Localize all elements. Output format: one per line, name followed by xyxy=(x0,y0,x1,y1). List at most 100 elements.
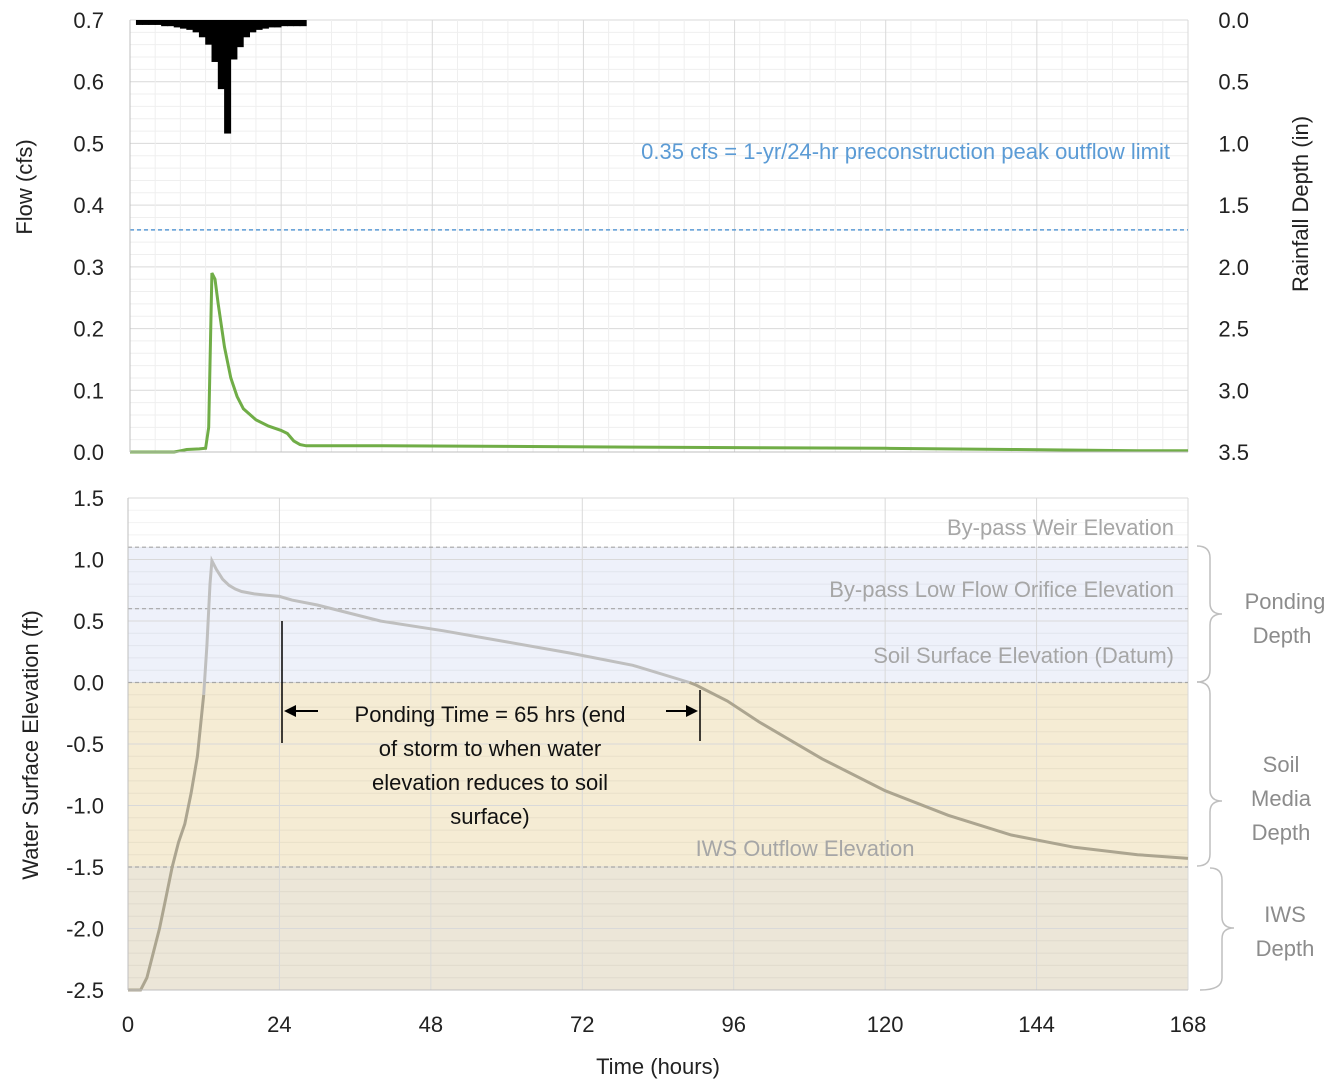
flow-tick-label: 0.1 xyxy=(73,378,104,403)
ponding-left-arrowhead xyxy=(284,705,296,717)
rainfall-bar xyxy=(268,20,276,28)
elevation-axis-title: Water Surface Elevation (ft) xyxy=(18,610,43,879)
ponding-depth-label-2: Depth xyxy=(1253,623,1312,648)
rainfall-tick-label: 1.5 xyxy=(1218,193,1249,218)
flow-series-line xyxy=(130,272,1188,454)
iws-depth-brace xyxy=(1199,867,1235,991)
iws-outflow-label: IWS Outflow Elevation xyxy=(696,836,915,861)
time-tick-label: 72 xyxy=(570,1012,594,1037)
rainfall-bar xyxy=(274,20,282,28)
rainfall-bar xyxy=(161,20,169,27)
flow-tick-label: 0.2 xyxy=(73,317,104,342)
elevation-zone xyxy=(128,547,1188,683)
rainfall-bar xyxy=(135,20,143,25)
depth-braces: Ponding Depth Soil Media Depth IWS Depth xyxy=(1196,545,1326,991)
time-tick-label: 144 xyxy=(1018,1012,1055,1037)
rainfall-tick-label: 0.5 xyxy=(1218,70,1249,95)
time-tick-label: 0 xyxy=(122,1012,134,1037)
elevation-tick-label: 0.0 xyxy=(73,671,104,696)
rainfall-bar xyxy=(255,20,263,30)
elevation-tick-label: 0.5 xyxy=(73,609,104,634)
rainfall-tick-label: 0.0 xyxy=(1218,8,1249,33)
rainfall-tick-label: 1.0 xyxy=(1218,131,1249,156)
flow-tick-label: 0.6 xyxy=(73,70,104,95)
flow-tick-label: 0.5 xyxy=(73,131,104,156)
rainfall-bar xyxy=(192,20,200,33)
rainfall-bars xyxy=(135,20,307,134)
time-tick-label: 24 xyxy=(267,1012,291,1037)
soil-media-depth-label-2: Media xyxy=(1251,786,1312,811)
rainfall-bar xyxy=(186,20,194,30)
elevation-line-ponded xyxy=(202,555,690,695)
rainfall-bar xyxy=(236,20,244,48)
elevation-tick-labels: -2.5 -2.0 -1.5 -1.0 -0.5 0.0 0.5 1.0 1.5 xyxy=(66,486,104,1003)
flow-tick-label: 0.0 xyxy=(73,440,104,465)
rainfall-bar xyxy=(205,20,213,45)
soil-media-depth-label-3: Depth xyxy=(1252,820,1311,845)
iws-depth-label-2: Depth xyxy=(1256,936,1315,961)
rainfall-tick-label: 2.0 xyxy=(1218,255,1249,280)
elevation-line-rising xyxy=(128,694,206,992)
elevation-tick-label: -1.5 xyxy=(66,855,104,880)
rainfall-bar xyxy=(224,20,232,134)
elevation-tick-label: -2.0 xyxy=(66,917,104,942)
time-tick-label: 48 xyxy=(419,1012,443,1037)
rainfall-bar xyxy=(211,20,219,62)
time-tick-label: 96 xyxy=(721,1012,745,1037)
rainfall-bar xyxy=(148,20,156,25)
bypass-weir-label: By-pass Weir Elevation xyxy=(947,515,1174,540)
rainfall-bar xyxy=(287,20,295,27)
soil-media-depth-brace xyxy=(1196,681,1223,867)
elevation-line-draining xyxy=(688,681,1189,860)
rainfall-bar xyxy=(167,20,175,27)
top-gridlines xyxy=(130,19,1189,452)
ponding-depth-brace xyxy=(1196,545,1223,683)
elevation-series xyxy=(128,555,1189,992)
flow-tick-label: 0.7 xyxy=(73,8,104,33)
rainfall-bar xyxy=(243,20,251,38)
rainfall-tick-labels: 0.0 0.5 1.0 1.5 2.0 2.5 3.0 3.5 xyxy=(1218,8,1249,465)
rainfall-tick-label: 3.5 xyxy=(1218,440,1249,465)
ponding-depth-label-1: Ponding xyxy=(1245,589,1326,614)
time-tick-labels: 0 24 48 72 96 120 144 168 xyxy=(122,1012,1206,1037)
elevation-tick-label: -2.5 xyxy=(66,978,104,1003)
flow-tick-labels: 0.0 0.1 0.2 0.3 0.4 0.5 0.6 0.7 xyxy=(73,8,104,465)
flow-rainfall-panel: 0.35 cfs = 1-yr/24-hr preconstruction pe… xyxy=(12,8,1313,465)
peak-outflow-limit-label: 0.35 cfs = 1-yr/24-hr preconstruction pe… xyxy=(641,139,1170,164)
elevation-tick-label: 1.0 xyxy=(73,548,104,573)
rainfall-tick-label: 2.5 xyxy=(1218,317,1249,342)
rainfall-bar xyxy=(154,20,162,25)
ponding-annotation-line-1: Ponding Time = 65 hrs (end xyxy=(355,702,626,727)
elevation-tick-label: -0.5 xyxy=(66,732,104,757)
rainfall-bar xyxy=(217,20,225,90)
ponding-annotation-line-3: elevation reduces to soil xyxy=(372,770,608,795)
reference-lines xyxy=(128,546,1188,868)
time-tick-label: 120 xyxy=(867,1012,904,1037)
soil-surface-label: Soil Surface Elevation (Datum) xyxy=(873,643,1174,668)
ponding-time-annotation: Ponding Time = 65 hrs (end of storm to w… xyxy=(281,621,701,829)
flow-tick-label: 0.3 xyxy=(73,255,104,280)
elevation-panel: -2.5 -2.0 -1.5 -1.0 -0.5 0.0 0.5 1.0 1.5 0 24 48 72… xyxy=(18,486,1325,1079)
elevation-tick-label: -1.0 xyxy=(66,794,104,819)
elevation-tick-label: 1.5 xyxy=(73,486,104,511)
rainfall-bar xyxy=(230,20,238,60)
rainfall-tick-label: 3.0 xyxy=(1218,378,1249,403)
low-flow-orifice-label: By-pass Low Flow Orifice Elevation xyxy=(829,577,1174,602)
rainfall-bar xyxy=(293,20,301,27)
rainfall-bar xyxy=(180,20,188,29)
flow-tick-label: 0.4 xyxy=(73,193,104,218)
bottom-gridlines xyxy=(128,497,1189,990)
rainfall-bar xyxy=(173,20,181,28)
rainfall-bar xyxy=(249,20,257,33)
ponding-annotation-line-2: of storm to when water xyxy=(379,736,602,761)
iws-depth-label-1: IWS xyxy=(1264,902,1306,927)
rainfall-axis-title: Rainfall Depth (in) xyxy=(1288,116,1313,292)
ponding-right-arrowhead xyxy=(686,705,698,717)
flow-axis-title: Flow (cfs) xyxy=(12,139,37,234)
rainfall-bar xyxy=(261,20,269,29)
ponding-annotation-line-4: surface) xyxy=(450,804,529,829)
reference-line-labels: By-pass Weir Elevation By-pass Low Flow … xyxy=(696,515,1174,861)
rainfall-bar xyxy=(142,20,150,25)
soil-media-depth-label-1: Soil xyxy=(1263,752,1300,777)
